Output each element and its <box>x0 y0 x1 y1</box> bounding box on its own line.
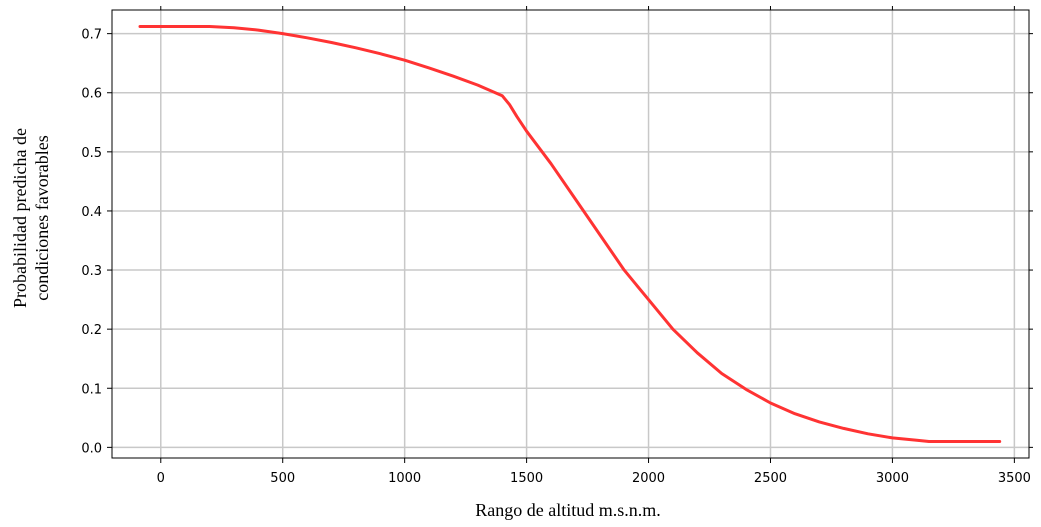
series-line <box>138 25 1002 443</box>
x-tick-labels: 0 500 1000 1500 2000 2500 3000 3500 <box>157 471 1031 486</box>
tick-marks <box>107 6 1033 463</box>
x-tick-label: 2500 <box>754 471 787 486</box>
x-tick-label: 1500 <box>510 471 543 486</box>
y-axis-title-line-2: condiciones favorables <box>32 135 52 300</box>
x-tick-label: 2000 <box>632 471 665 486</box>
x-tick-label: 3500 <box>998 471 1031 486</box>
y-tick-label: 0.3 <box>81 264 102 279</box>
y-tick-label: 0.1 <box>81 382 102 397</box>
y-axis-title-line-1: Probabilidad predicha de <box>10 128 30 308</box>
grid-lines <box>112 10 1029 458</box>
y-tick-label: 0.5 <box>81 146 102 161</box>
x-tick-label: 500 <box>270 471 295 486</box>
plot-frame <box>111 9 1030 459</box>
y-tick-label: 0.6 <box>81 87 102 102</box>
y-tick-label: 0.0 <box>81 441 102 456</box>
y-tick-label: 0.4 <box>81 205 102 220</box>
y-tick-label: 0.7 <box>81 28 102 43</box>
y-tick-label: 0.2 <box>81 323 102 338</box>
y-tick-labels: 0.0 0.1 0.2 0.3 0.4 0.5 0.6 0.7 <box>81 28 102 457</box>
x-tick-label: 3000 <box>876 471 909 486</box>
x-tick-label: 0 <box>157 471 165 486</box>
x-axis-title: Rango de altitud m.s.n.m. <box>475 500 660 520</box>
x-tick-label: 1000 <box>388 471 421 486</box>
